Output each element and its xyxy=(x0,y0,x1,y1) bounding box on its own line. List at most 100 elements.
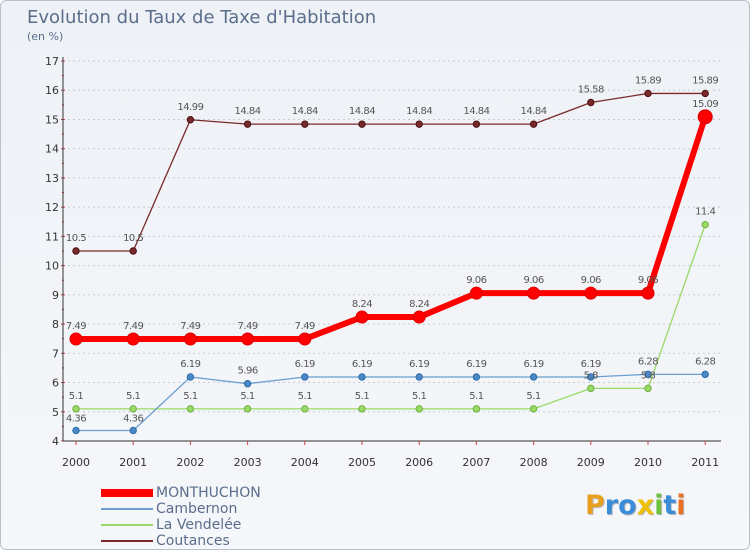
y-tick-label: 16 xyxy=(45,84,59,97)
y-tick-label: 5 xyxy=(52,406,59,419)
data-point xyxy=(301,405,309,413)
data-point xyxy=(301,120,309,128)
data-point xyxy=(126,332,140,346)
y-tick-label: 17 xyxy=(45,55,59,68)
logo-letter: t xyxy=(663,490,677,521)
logo-letter: o xyxy=(618,490,637,521)
legend-swatch xyxy=(101,540,153,542)
data-point xyxy=(529,373,538,381)
x-tick-label: 2004 xyxy=(291,456,319,469)
x-tick-label: 2008 xyxy=(520,456,548,469)
x-tick-label: 2002 xyxy=(176,456,204,469)
data-point xyxy=(587,373,595,381)
data-point xyxy=(587,384,595,393)
data-point xyxy=(644,370,652,379)
data-label: 15.09 xyxy=(692,99,718,110)
grid-layer xyxy=(63,60,721,413)
data-label: 5.1 xyxy=(183,391,198,402)
data-label: 7.49 xyxy=(295,321,315,332)
data-label: 6.19 xyxy=(581,359,601,370)
y-tick-label: 10 xyxy=(45,260,59,273)
data-label: 7.49 xyxy=(180,321,200,332)
data-label: 9.06 xyxy=(523,275,543,286)
x-tick-label: 2010 xyxy=(634,456,662,469)
data-label: 14.84 xyxy=(406,106,432,117)
data-label: 5.1 xyxy=(469,391,484,402)
data-point xyxy=(301,373,309,381)
series-layer xyxy=(69,89,713,435)
data-label: 7.49 xyxy=(237,321,257,332)
x-tick-label: 2000 xyxy=(62,456,90,469)
series-line-cambernon xyxy=(76,373,706,432)
data-point xyxy=(186,373,195,381)
x-tick-label: 2006 xyxy=(405,456,433,469)
data-label: 6.28 xyxy=(638,356,658,367)
data-label: 5.8 xyxy=(584,370,599,381)
legend-label: La Vendelée xyxy=(156,517,242,533)
legend-swatch xyxy=(101,489,153,497)
data-point xyxy=(243,120,252,128)
chart-subtitle: (en %) xyxy=(27,30,64,43)
data-label: 6.19 xyxy=(409,359,429,370)
data-label: 15.58 xyxy=(578,85,604,96)
data-label: 5.96 xyxy=(237,366,257,377)
logo-letter: i xyxy=(676,490,686,521)
x-tick-label: 2001 xyxy=(119,456,147,469)
y-tick-label: 4 xyxy=(52,435,59,448)
data-point xyxy=(415,405,423,413)
data-label: 11.4 xyxy=(695,207,715,218)
y-tick-label: 15 xyxy=(45,113,59,126)
data-point xyxy=(472,120,481,128)
x-tick-label: 2007 xyxy=(462,456,490,469)
data-label: 15.89 xyxy=(692,75,718,86)
data-label: 9.06 xyxy=(638,275,658,286)
y-tick-label: 14 xyxy=(45,143,59,156)
data-point xyxy=(472,373,481,381)
data-point xyxy=(701,370,709,379)
data-point xyxy=(243,380,252,388)
data-point xyxy=(129,247,137,255)
logo-letter: i xyxy=(654,490,664,521)
x-tick-label: 2011 xyxy=(691,456,719,469)
legend-swatch xyxy=(101,524,153,526)
data-point xyxy=(469,286,483,300)
data-point xyxy=(72,247,80,255)
x-tick-label: 2005 xyxy=(348,456,376,469)
data-point xyxy=(415,120,423,128)
data-label: 14.84 xyxy=(235,106,261,117)
series-line-la-vendel-e xyxy=(76,224,706,410)
data-point xyxy=(69,332,83,346)
data-label: 5.1 xyxy=(298,391,313,402)
data-point xyxy=(701,89,709,98)
series-line-coutances xyxy=(76,92,706,252)
data-point xyxy=(186,405,195,413)
data-label: 10.5 xyxy=(66,233,86,244)
y-tick-label: 6 xyxy=(52,377,59,390)
data-label: 9.06 xyxy=(581,275,601,286)
data-label: 5.1 xyxy=(69,391,84,402)
proxiti-logo: Proxiti xyxy=(585,490,686,521)
chart-title: Evolution du Taux de Taxe d'Habitation xyxy=(27,7,377,28)
data-point xyxy=(644,89,652,98)
data-label: 5.1 xyxy=(412,391,427,402)
data-label: 14.84 xyxy=(463,106,489,117)
data-point xyxy=(358,120,366,128)
data-label: 6.19 xyxy=(295,359,315,370)
data-label: 4.36 xyxy=(66,413,86,424)
data-label: 15.89 xyxy=(635,75,661,86)
data-label: 14.99 xyxy=(177,102,203,113)
data-label: 14.84 xyxy=(292,106,318,117)
y-tick-label: 9 xyxy=(52,289,59,302)
logo-letter: r xyxy=(604,490,619,521)
data-point xyxy=(241,332,255,346)
data-point xyxy=(527,286,541,300)
axis-layer: 4 5 6 7 8 9 10 11 12 13 14 15 16 17 2000 2001 2002 2003 20… xyxy=(45,55,721,469)
data-point xyxy=(72,405,80,413)
data-label: 8.24 xyxy=(409,299,429,310)
data-label: 6.19 xyxy=(523,359,543,370)
data-point xyxy=(358,405,366,413)
y-tick-label: 8 xyxy=(52,318,59,331)
logo-letter: x xyxy=(636,490,655,521)
data-label: 14.84 xyxy=(349,106,375,117)
series-line-monthuchon xyxy=(76,115,709,342)
